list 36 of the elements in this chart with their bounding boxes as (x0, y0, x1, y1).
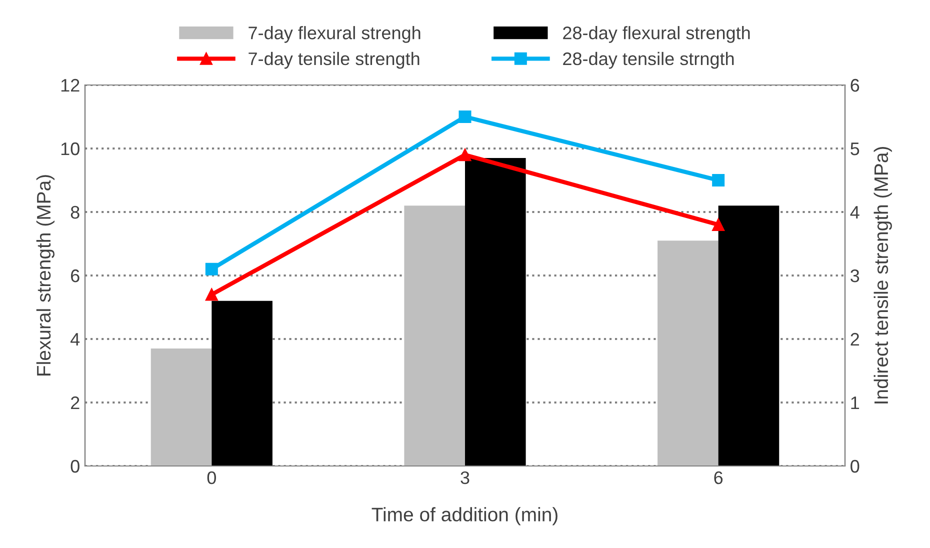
y-tick-label: 10 (61, 142, 80, 156)
y-tick-label: 8 (70, 206, 80, 219)
bar (212, 300, 272, 466)
y2-tick-label: 1 (851, 396, 860, 410)
legend-label: 7-day flexural strengh (248, 26, 420, 43)
y2-tick-label: 2 (850, 332, 859, 346)
y2-tick-label: 5 (850, 142, 860, 156)
y-tick-label: 2 (71, 396, 80, 410)
y-tick-label: 4 (70, 333, 80, 346)
x-tick-label: 0 (207, 471, 216, 484)
x-tick-label: 3 (460, 471, 470, 484)
point (712, 174, 725, 186)
bar (465, 158, 526, 466)
y-tick-label: 6 (71, 269, 80, 282)
bar (404, 206, 465, 466)
bar (658, 240, 718, 466)
x-axis-title: Time of addition (min) (372, 507, 558, 526)
y2-tick-label: 6 (850, 78, 860, 92)
point (458, 148, 472, 162)
point (205, 262, 218, 276)
point (712, 218, 725, 231)
legend-label: 7-day tensile strength (248, 52, 420, 69)
y-axis-title: Flexural strength (MPa) (36, 175, 54, 376)
y-tick-label: 12 (61, 78, 80, 92)
bar (150, 348, 212, 466)
x-tick-label: 6 (714, 471, 723, 484)
legend-label: 28-day flexural strength (563, 26, 750, 43)
y2-axis-title: Indirect tensile strength (MPa) (874, 147, 892, 404)
y2-tick-label: 0 (850, 460, 860, 473)
y2-tick-label: 4 (850, 206, 860, 219)
legend-label: 28-day tensile strngth (563, 52, 734, 69)
bar (718, 206, 780, 466)
point (205, 288, 218, 301)
y-tick-label: 0 (70, 460, 80, 473)
y2-tick-label: 3 (850, 269, 860, 282)
point (458, 110, 472, 123)
